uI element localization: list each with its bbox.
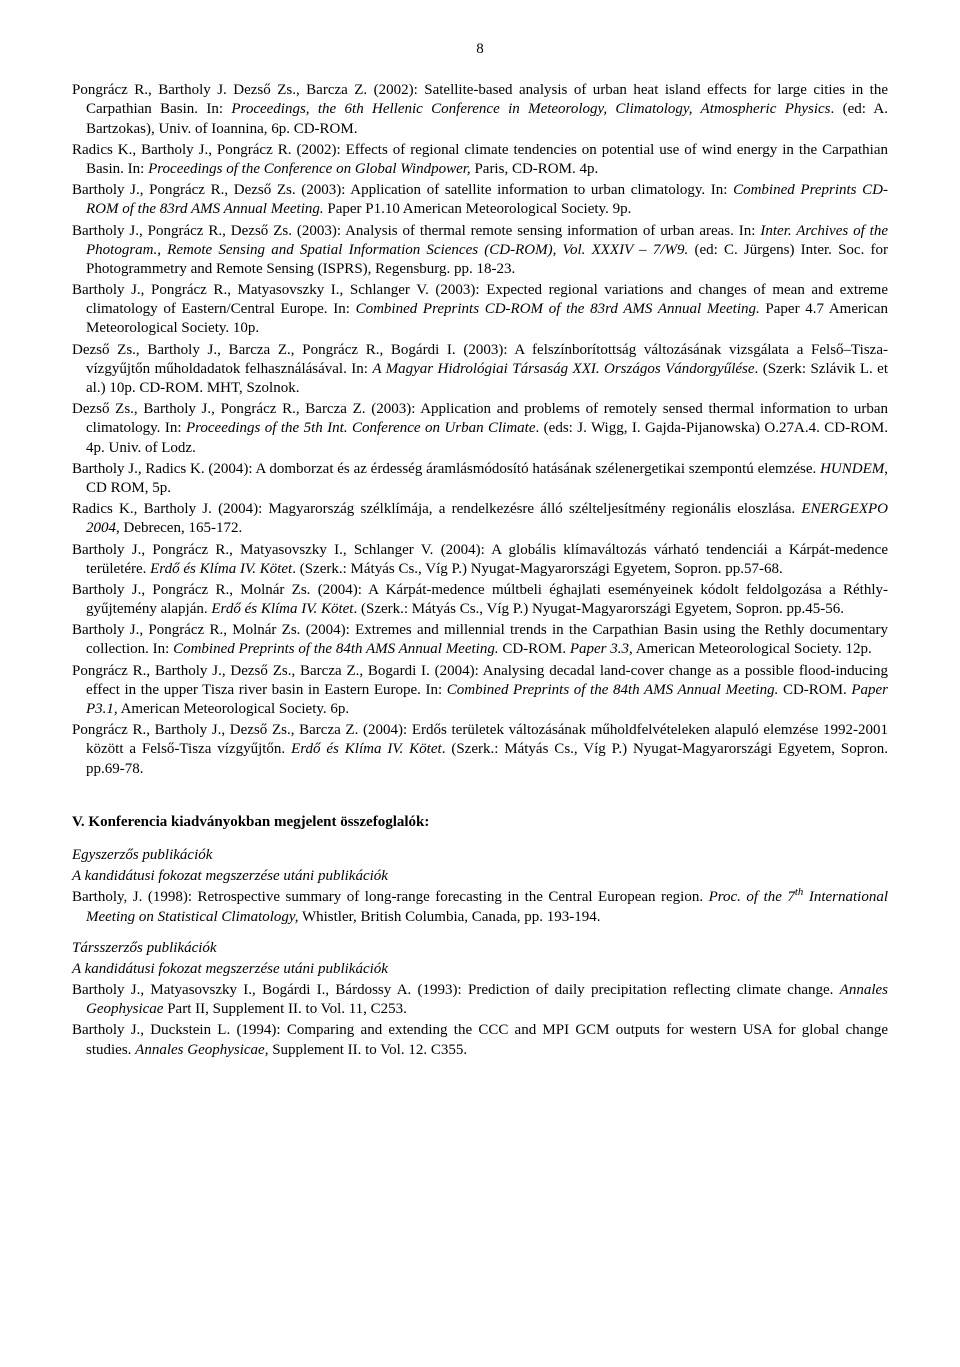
subhead-single-author: Egyszerzős publikációk xyxy=(72,846,888,865)
reference-entry: Bartholy, J. (1998): Retrospective summa… xyxy=(72,888,888,926)
reference-entry: Pongrácz R., Bartholy J., Dezső Zs., Bar… xyxy=(72,721,888,779)
reference-entry: Bartholy J., Pongrácz R., Dezső Zs. (200… xyxy=(72,181,888,219)
page-number: 8 xyxy=(72,40,888,59)
section-heading: V. Konferencia kiadványokban megjelent ö… xyxy=(72,813,888,832)
references-block-2: Bartholy, J. (1998): Retrospective summa… xyxy=(72,888,888,926)
reference-entry: Radics K., Bartholy J., Pongrácz R. (200… xyxy=(72,141,888,179)
subhead-after-candidate-2: A kandidátusi fokozat megszerzése utáni … xyxy=(72,960,888,979)
references-block-1: Pongrácz R., Bartholy J. Dezső Zs., Barc… xyxy=(72,81,888,779)
reference-entry: Bartholy J., Radics K. (2004): A domborz… xyxy=(72,460,888,498)
subhead-coauthor: Társszerzős publikációk xyxy=(72,939,888,958)
reference-entry: Bartholy J., Pongrácz R., Matyasovszky I… xyxy=(72,281,888,339)
reference-entry: Bartholy J., Pongrácz R., Dezső Zs. (200… xyxy=(72,222,888,280)
reference-entry: Dezső Zs., Bartholy J., Pongrácz R., Bar… xyxy=(72,400,888,458)
reference-entry: Radics K., Bartholy J. (2004): Magyarors… xyxy=(72,500,888,538)
reference-entry: Bartholy J., Pongrácz R., Molnár Zs. (20… xyxy=(72,581,888,619)
reference-entry: Bartholy J., Pongrácz R., Matyasovszky I… xyxy=(72,541,888,579)
subhead-after-candidate-1: A kandidátusi fokozat megszerzése utáni … xyxy=(72,867,888,886)
reference-entry: Bartholy J., Duckstein L. (1994): Compar… xyxy=(72,1021,888,1059)
reference-entry: Pongrácz R., Bartholy J., Dezső Zs., Bar… xyxy=(72,662,888,720)
reference-entry: Pongrácz R., Bartholy J. Dezső Zs., Barc… xyxy=(72,81,888,139)
reference-entry: Dezső Zs., Bartholy J., Barcza Z., Pongr… xyxy=(72,341,888,399)
reference-entry: Bartholy J., Pongrácz R., Molnár Zs. (20… xyxy=(72,621,888,659)
references-block-3: Bartholy J., Matyasovszky I., Bogárdi I.… xyxy=(72,981,888,1060)
reference-entry: Bartholy J., Matyasovszky I., Bogárdi I.… xyxy=(72,981,888,1019)
